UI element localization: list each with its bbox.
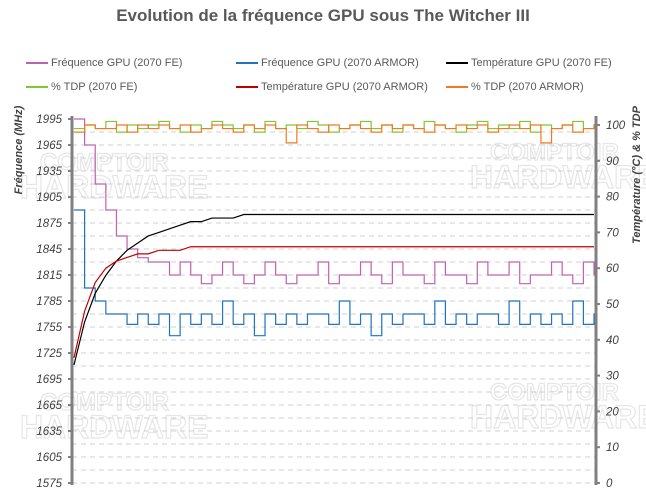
series-line-2	[73, 213, 594, 366]
y2-tick-label: 90	[606, 156, 619, 168]
series-line-5	[74, 124, 595, 144]
legend-swatch	[236, 86, 258, 88]
watermark-logo: COMPTOIR	[490, 379, 619, 406]
y2-tick-label: 10	[606, 442, 619, 454]
y-tick-label: 1815	[36, 270, 62, 282]
y2-tick-label: 30	[606, 371, 619, 383]
y-tick-label: 1845	[36, 244, 62, 256]
y-tick-label: 1755	[36, 322, 62, 334]
y-tick-label: 1575	[36, 478, 62, 490]
y-tick-label: 1905	[36, 192, 62, 204]
legend-item: % TDP (2070 ARMOR)	[446, 81, 584, 93]
y2-tick-label: 100	[606, 120, 626, 132]
legend-label: % TDP (2070 FE)	[51, 81, 138, 93]
legend-item: % TDP (2070 FE)	[26, 81, 137, 93]
y2-tick-label: 70	[606, 227, 619, 239]
y-tick-label: 1995	[36, 114, 62, 126]
legend-label: % TDP (2070 ARMOR)	[471, 81, 584, 93]
legend-label: Fréquence GPU (2070 ARMOR)	[261, 57, 419, 69]
y2-tick-label: 80	[606, 192, 619, 204]
y-tick-label: 1785	[36, 296, 62, 308]
chart-title: Evolution de la fréquence GPU sous The W…	[116, 6, 530, 25]
y-axis-label: Fréquence (MHz)	[13, 105, 25, 194]
series-line-0	[74, 118, 595, 285]
y2-tick-label: 0	[606, 478, 613, 490]
y-tick-label: 1965	[36, 140, 62, 152]
y-tick-label: 1875	[36, 218, 62, 230]
y2-tick-label: 20	[605, 406, 619, 418]
legend-swatch	[26, 86, 48, 88]
legend-swatch	[236, 62, 258, 64]
watermark-logo: COMPTOIR	[40, 149, 169, 176]
legend-item: Fréquence GPU (2070 FE)	[26, 57, 182, 69]
watermark-logo: HARDWARE	[20, 409, 208, 445]
y-tick-label: 1935	[36, 166, 62, 178]
legend-item: Fréquence GPU (2070 ARMOR)	[236, 57, 419, 69]
watermark-logo: HARDWARE	[20, 169, 208, 205]
legend-label: Fréquence GPU (2070 FE)	[51, 57, 183, 69]
series-line-1	[74, 209, 595, 337]
y-tick-label: 1635	[36, 426, 62, 438]
legend-swatch	[26, 62, 48, 64]
y-tick-label: 1665	[36, 400, 62, 412]
watermark-logo: COMPTOIR	[490, 139, 619, 166]
watermark-logo: COMPTOIR	[40, 389, 169, 416]
series-line-3	[74, 120, 595, 133]
watermark-logo: HARDWARE	[470, 159, 646, 195]
legend-item: Température GPU (2070 FE)	[446, 57, 612, 69]
legend-swatch	[446, 62, 468, 64]
y-tick-label: 1725	[36, 348, 62, 360]
y2-axis-label: Température (°C) & % TDP	[631, 105, 643, 244]
legend-swatch	[446, 86, 468, 88]
y2-tick-label: 40	[606, 335, 619, 347]
watermark-logo: HARDWARE	[470, 399, 646, 435]
y2-tick-label: 50	[606, 299, 619, 311]
y-tick-label: 1695	[36, 374, 62, 386]
legend-label: Température GPU (2070 ARMOR)	[261, 81, 428, 93]
legend-label: Température GPU (2070 FE)	[471, 57, 612, 69]
legend-item: Température GPU (2070 ARMOR)	[236, 81, 428, 93]
y-tick-label: 1605	[36, 452, 62, 464]
series-line-4	[73, 246, 594, 358]
y2-tick-label: 60	[606, 263, 619, 275]
